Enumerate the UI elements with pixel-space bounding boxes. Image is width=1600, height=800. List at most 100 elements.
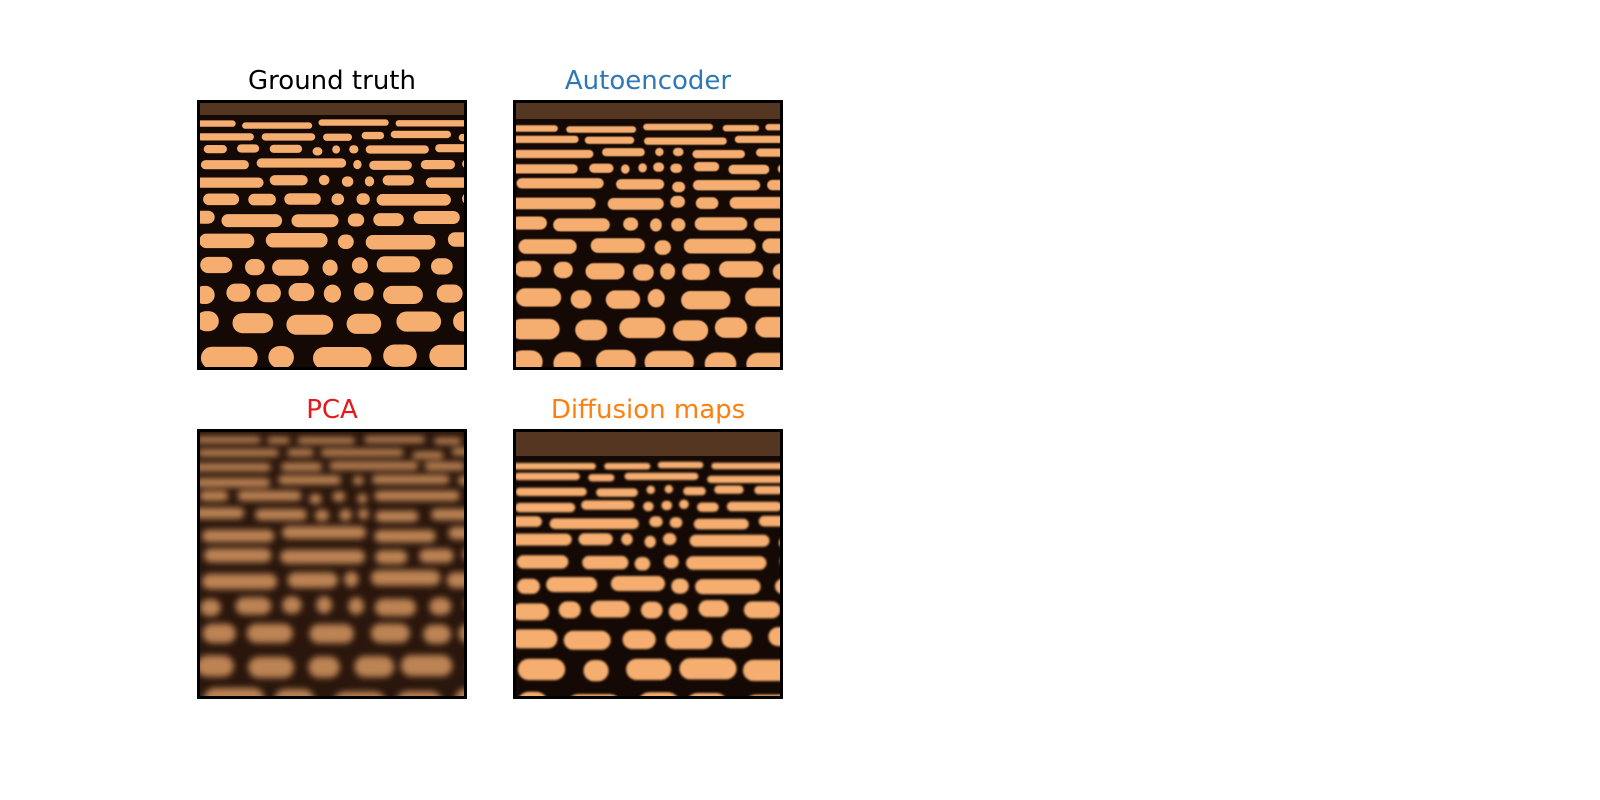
- pattern-blob: [332, 145, 341, 154]
- pattern-blob: [668, 603, 688, 621]
- pattern-blob: [602, 148, 645, 157]
- pattern-blob: [204, 687, 265, 696]
- pattern-blob: [518, 239, 577, 254]
- pattern-blob: [376, 194, 451, 206]
- pattern-blob: [200, 346, 258, 367]
- pattern-blob: [660, 263, 676, 280]
- pattern-blob: [309, 493, 322, 504]
- pattern-blob: [633, 264, 654, 281]
- pattern-blob: [644, 535, 656, 548]
- pattern-blob: [400, 655, 453, 677]
- pattern-blob: [331, 193, 345, 206]
- pattern-blob: [670, 163, 683, 173]
- pattern-blob: [640, 692, 677, 696]
- pattern-blob: [269, 175, 308, 186]
- pattern-blob: [332, 491, 346, 502]
- pattern-blob: [429, 597, 452, 616]
- pattern-blob: [516, 178, 604, 189]
- pattern-blob: [729, 197, 780, 209]
- pattern-blob: [721, 629, 752, 649]
- pattern-blob: [753, 218, 780, 232]
- pattern-blob: [282, 596, 302, 614]
- pattern-blob: [694, 217, 748, 231]
- pattern-blob: [369, 160, 412, 170]
- pattern-blob: [447, 232, 464, 247]
- pattern-blob: [665, 630, 713, 650]
- pattern-blob: [777, 164, 780, 173]
- pattern-blob: [202, 623, 236, 643]
- pattern-blob: [412, 451, 444, 459]
- pattern-image: [516, 103, 780, 367]
- pattern-blob: [376, 256, 421, 273]
- pattern-blob: [707, 475, 780, 483]
- pattern-blob: [370, 623, 410, 643]
- pattern-blob: [237, 490, 302, 501]
- pattern-blob: [683, 487, 706, 496]
- pattern-blob: [288, 283, 315, 302]
- pattern-blob: [235, 597, 272, 615]
- pattern-blob: [423, 624, 451, 644]
- pattern-blob: [373, 213, 404, 227]
- pattern-blob: [621, 164, 630, 174]
- pattern-blob: [371, 475, 450, 484]
- pattern-blob: [323, 284, 341, 303]
- pattern-blob: [679, 658, 737, 680]
- pattern-blob: [661, 500, 673, 511]
- pattern-blob: [644, 350, 694, 367]
- pattern-blob: [200, 177, 264, 188]
- pattern-blob: [692, 180, 761, 191]
- pattern-blob: [382, 175, 414, 186]
- pattern-blob: [647, 289, 665, 308]
- pattern-blob: [765, 124, 780, 131]
- pattern-blob: [584, 136, 635, 144]
- pattern-blob: [664, 485, 673, 494]
- pattern-blob: [232, 313, 274, 334]
- pattern-blob: [200, 449, 279, 457]
- pattern-blob: [686, 556, 767, 570]
- pattern-blob: [549, 518, 639, 529]
- pattern-blob: [267, 437, 291, 444]
- pattern-blob: [695, 197, 719, 209]
- pattern-blob: [768, 627, 780, 647]
- pattern-blob: [248, 193, 276, 206]
- pattern-blob: [374, 598, 416, 617]
- panel-title: Autoencoder: [564, 66, 732, 96]
- pattern-blob: [200, 233, 255, 249]
- pattern-blob: [425, 177, 464, 188]
- pattern-blob: [436, 284, 463, 303]
- pattern-blob: [256, 284, 281, 303]
- pattern-blob: [352, 476, 364, 485]
- pattern-blob: [357, 493, 368, 504]
- pattern-blob: [669, 517, 683, 528]
- pattern-blob: [347, 213, 365, 227]
- pattern-blob: [364, 176, 375, 187]
- pattern-blob: [370, 570, 441, 586]
- pattern-blob: [335, 691, 384, 696]
- pattern-blob: [714, 485, 744, 494]
- pattern-blob: [413, 211, 460, 224]
- pattern-blob: [671, 218, 686, 232]
- pattern-blob: [516, 629, 558, 649]
- pattern-blob: [339, 509, 352, 521]
- panel-autoencoder: Autoencoder: [513, 64, 783, 374]
- pattern-blob: [200, 655, 234, 677]
- image-autoencoder: [513, 100, 783, 370]
- pattern-blob: [200, 120, 236, 127]
- pattern-blob: [516, 350, 543, 367]
- pattern-blob: [365, 145, 429, 154]
- pattern-blob: [365, 235, 436, 250]
- pattern-blob: [344, 571, 359, 587]
- pattern-blob: [692, 150, 745, 159]
- pattern-blob: [348, 597, 365, 615]
- pattern-blob: [323, 133, 352, 141]
- pattern-blob: [356, 193, 370, 205]
- pattern-blob: [679, 499, 689, 509]
- pattern-blob: [516, 149, 594, 159]
- pattern-blob: [778, 539, 780, 547]
- pattern-blob: [287, 572, 338, 588]
- pattern-blob: [429, 344, 464, 367]
- pattern-blob: [275, 689, 314, 696]
- pattern-blob: [605, 290, 641, 309]
- pattern-blob: [745, 288, 780, 307]
- pattern-blob: [590, 238, 645, 253]
